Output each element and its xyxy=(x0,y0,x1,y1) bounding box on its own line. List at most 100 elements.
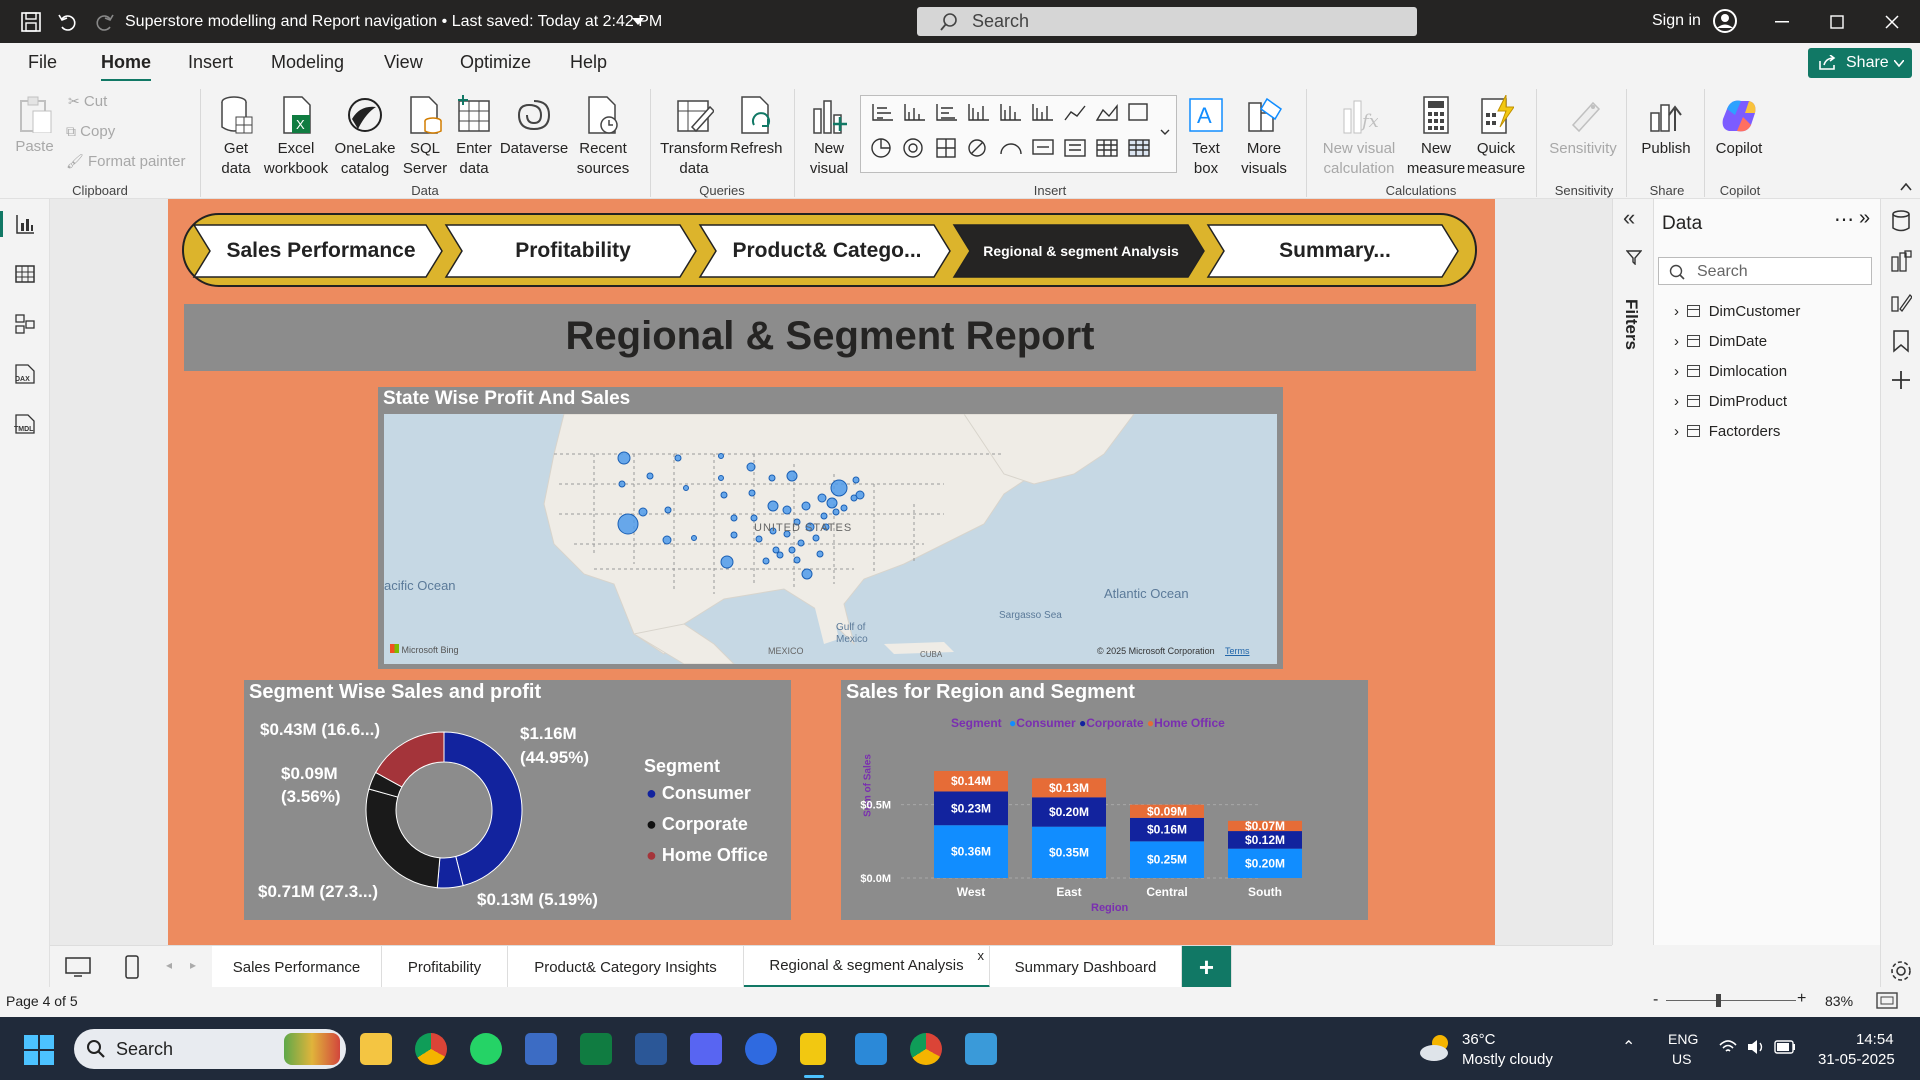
file-explorer-icon[interactable] xyxy=(360,1033,392,1065)
map-bubble[interactable] xyxy=(638,507,648,517)
zoom-in-button[interactable]: + xyxy=(1797,990,1807,1007)
map-bubble[interactable] xyxy=(840,504,848,512)
tab-modeling[interactable]: Modeling xyxy=(271,52,345,72)
bar-segment[interactable] xyxy=(1130,817,1204,842)
taskbar-app-icon[interactable] xyxy=(525,1033,557,1065)
bar-segment[interactable] xyxy=(1228,820,1302,832)
zoom-out-button[interactable]: - xyxy=(1653,991,1659,1008)
page-tab-profitability[interactable]: Profitability xyxy=(382,946,508,988)
nav-regional-segment[interactable]: Regional & segment Analysis xyxy=(983,243,1179,259)
format-painter-button[interactable]: 🖌 Format painter xyxy=(66,153,186,170)
excel-workbook-button[interactable]: X Excel workbook xyxy=(262,95,330,179)
publish-button[interactable]: Publish xyxy=(1636,95,1696,159)
sign-in-link[interactable]: Sign in xyxy=(1652,12,1701,29)
map-bubble[interactable] xyxy=(617,451,631,465)
map-bubble[interactable] xyxy=(730,531,738,539)
nav-sales-performance[interactable]: Sales Performance xyxy=(226,239,416,262)
settings-gear-icon[interactable] xyxy=(1889,959,1913,983)
bar-segment[interactable] xyxy=(1130,804,1204,818)
table-view-icon[interactable] xyxy=(14,263,36,285)
redo-icon[interactable] xyxy=(94,11,116,33)
map-bubble[interactable] xyxy=(664,506,672,514)
map-bubble[interactable] xyxy=(822,523,830,531)
map-bubble[interactable] xyxy=(826,497,838,509)
map-bubble[interactable] xyxy=(730,514,738,522)
map-bubble[interactable] xyxy=(767,500,779,512)
user-avatar-icon[interactable] xyxy=(1712,8,1738,34)
paste-button[interactable]: Paste xyxy=(12,95,57,157)
zoom-slider[interactable] xyxy=(1666,1000,1796,1001)
tab-file[interactable]: File xyxy=(28,52,58,72)
power-bi-icon[interactable] xyxy=(800,1033,826,1065)
undo-icon[interactable] xyxy=(56,11,78,33)
donut-slice[interactable] xyxy=(365,788,441,889)
text-box-button[interactable]: A Text box xyxy=(1184,95,1228,179)
sensitivity-button[interactable]: Sensitivity xyxy=(1546,95,1620,159)
donut-visual[interactable]: Segment Wise Sales and profit $0.43M (16… xyxy=(244,680,791,920)
map-bubble[interactable] xyxy=(832,508,840,516)
expand-filters-icon[interactable]: « xyxy=(1623,205,1636,230)
enter-data-button[interactable]: Enter data xyxy=(450,95,498,179)
table-item[interactable]: › DimProduct xyxy=(1674,393,1788,410)
map-bubble[interactable] xyxy=(820,512,828,520)
map-bubble[interactable] xyxy=(772,546,780,554)
nav-product-category[interactable]: Product& Catego... xyxy=(732,239,922,262)
map-area[interactable]: UNITED STATES acific Ocean Atlantic Ocea… xyxy=(384,414,1277,664)
recent-sources-button[interactable]: Recent sources xyxy=(568,95,638,179)
cut-button[interactable]: ✂ Cut xyxy=(68,93,108,110)
nav-summary[interactable]: Summary... xyxy=(1279,239,1391,262)
map-bubble[interactable] xyxy=(801,501,811,511)
map-bubble[interactable] xyxy=(683,485,689,491)
page-tab-regional-segment[interactable]: Regional & segment Analysis x xyxy=(744,946,990,988)
map-bubble[interactable] xyxy=(720,555,734,569)
add-pane-icon[interactable] xyxy=(1890,369,1912,391)
copilot-button[interactable]: Copilot xyxy=(1712,95,1766,159)
clock-date[interactable]: 31-05-2025 xyxy=(1818,1051,1895,1068)
clock-time[interactable]: 14:54 xyxy=(1856,1031,1894,1048)
map-bubble[interactable] xyxy=(816,550,824,558)
map-bubble[interactable] xyxy=(793,556,801,564)
map-bubble[interactable] xyxy=(776,551,784,559)
bar-segment[interactable] xyxy=(934,791,1008,826)
map-bubble[interactable] xyxy=(755,535,763,543)
map-bubble[interactable] xyxy=(788,546,796,554)
taskbar-search[interactable]: Search xyxy=(74,1029,346,1069)
map-bubble[interactable] xyxy=(850,494,858,502)
add-page-button[interactable]: + xyxy=(1182,946,1232,988)
bar-segment[interactable] xyxy=(1130,841,1204,878)
bar-segment[interactable] xyxy=(934,825,1008,878)
tab-view[interactable]: View xyxy=(384,52,423,72)
minimize-icon[interactable] xyxy=(1775,21,1789,23)
save-icon[interactable] xyxy=(20,11,42,33)
new-visual-button[interactable]: New visual xyxy=(804,95,854,179)
dataverse-button[interactable]: Dataverse xyxy=(498,95,570,159)
map-bubble[interactable] xyxy=(768,474,776,482)
collapse-ribbon-icon[interactable] xyxy=(1900,183,1912,191)
wifi-icon[interactable] xyxy=(1718,1039,1738,1055)
whatsapp-icon[interactable] xyxy=(470,1033,502,1065)
discord-icon[interactable] xyxy=(690,1033,722,1065)
table-item[interactable]: › DimDate xyxy=(1674,333,1768,350)
notepad-icon[interactable] xyxy=(965,1033,997,1065)
speaker-icon[interactable] xyxy=(1746,1039,1766,1055)
nav-profitability[interactable]: Profitability xyxy=(515,239,631,262)
page-tab-sales-performance[interactable]: Sales Performance xyxy=(212,946,382,988)
sql-server-button[interactable]: SQL Server xyxy=(400,95,450,179)
visualizations-icon[interactable] xyxy=(1890,249,1912,273)
collapse-pane-icon[interactable]: » xyxy=(1859,207,1871,229)
close-tab-icon[interactable]: x xyxy=(977,948,985,963)
quick-measure-button[interactable]: Quick measure xyxy=(1466,95,1526,179)
get-data-button[interactable]: Get data xyxy=(208,95,264,179)
taskbar-app-icon[interactable] xyxy=(745,1033,777,1065)
bar-segment[interactable] xyxy=(1228,831,1302,849)
stacked-bar-visual[interactable]: Sales for Region and Segment Segment ●Co… xyxy=(841,680,1368,920)
chrome-icon[interactable] xyxy=(415,1033,447,1065)
scroll-right-icon[interactable]: ▸ xyxy=(190,958,197,972)
map-bubble[interactable] xyxy=(805,522,815,532)
map-bubble[interactable] xyxy=(618,480,626,488)
desktop-layout-icon[interactable] xyxy=(64,956,92,978)
map-bubble[interactable] xyxy=(691,535,697,541)
taskbar-app-icon[interactable] xyxy=(635,1033,667,1065)
donut-slice[interactable] xyxy=(443,731,523,887)
map-bubble[interactable] xyxy=(718,475,724,481)
